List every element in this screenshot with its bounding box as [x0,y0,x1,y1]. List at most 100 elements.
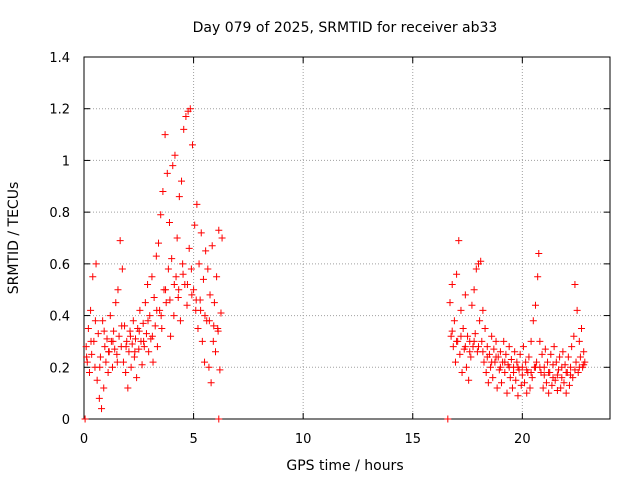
data-point [559,348,567,356]
data-point [218,234,226,242]
data-point [492,337,500,345]
data-point [129,317,137,325]
data-point [210,299,218,307]
y-tick-label: 1.2 [49,103,70,118]
data-point [567,363,575,371]
data-point [179,270,187,278]
data-point [209,337,217,345]
data-point [446,299,454,307]
data-point [127,363,135,371]
data-point [87,337,95,345]
data-point [448,327,456,335]
y-tick-label: 0 [62,413,70,428]
data-point [215,415,223,423]
data-point [168,255,176,263]
data-point [578,325,586,332]
data-point [525,353,533,361]
data-point [87,306,95,314]
data-point [539,384,547,392]
y-axis-label: SRMTID / TECUs [6,182,22,295]
data-point [195,260,203,268]
data-point [475,343,482,351]
data-point [562,368,570,376]
data-point [186,105,194,113]
data-point [534,273,542,281]
data-point [193,200,201,208]
data-point [142,330,150,338]
data-point [205,363,213,371]
data-point [518,371,526,379]
data-point [157,211,165,219]
data-point [198,337,206,345]
data-point [502,350,510,358]
x-tick-label: 10 [295,432,312,447]
data-point [81,415,89,423]
data-point [178,177,186,185]
data-point [105,348,113,356]
data-point [135,327,143,335]
data-point [216,366,224,374]
x-tick-label: 20 [514,432,531,447]
data-point [119,358,127,366]
data-point [148,273,156,281]
data-point [529,317,537,325]
data-point [526,384,534,392]
data-point [547,350,555,358]
data-point [146,312,154,320]
data-point [558,374,566,382]
data-point [210,322,218,330]
data-point [572,358,580,366]
data-point [95,394,103,402]
data-point [109,337,117,345]
data-point [176,317,184,325]
data-point [144,281,152,289]
data-point [182,112,190,120]
data-point [535,250,543,258]
data-point [139,319,147,327]
data-point [115,332,123,340]
data-point [573,306,581,314]
data-point [528,374,536,382]
data-point [92,260,100,268]
data-point [501,368,509,376]
data-point [493,384,501,392]
data-point [521,379,529,387]
data-point [175,193,183,201]
data-point [128,340,136,348]
data-point [540,371,548,379]
data-point [448,281,456,289]
data-point [523,389,531,397]
data-point [82,343,90,351]
data-point [173,234,181,242]
data-point [457,332,465,340]
data-point [542,379,550,387]
data-point [84,325,92,332]
data-point [471,330,479,338]
data-point [536,337,544,345]
data-point [472,265,480,273]
data-point [562,389,570,397]
data-point [527,368,535,376]
data-point [457,306,465,314]
data-point [484,379,492,387]
data-point [180,125,188,133]
data-point [453,337,461,345]
data-point [522,358,530,366]
data-point [567,371,575,379]
data-point [172,273,180,281]
data-point [498,379,506,387]
data-point [89,273,97,281]
data-point [480,358,488,366]
data-point [470,337,478,345]
data-point [188,291,196,299]
data-point [85,368,93,376]
data-point [514,363,522,371]
data-point [462,363,470,371]
data-point [510,368,518,376]
data-point [575,363,583,371]
data-point [549,374,557,382]
data-point [197,229,205,237]
data-point [98,405,106,413]
data-point [560,379,568,387]
data-point [165,218,173,226]
